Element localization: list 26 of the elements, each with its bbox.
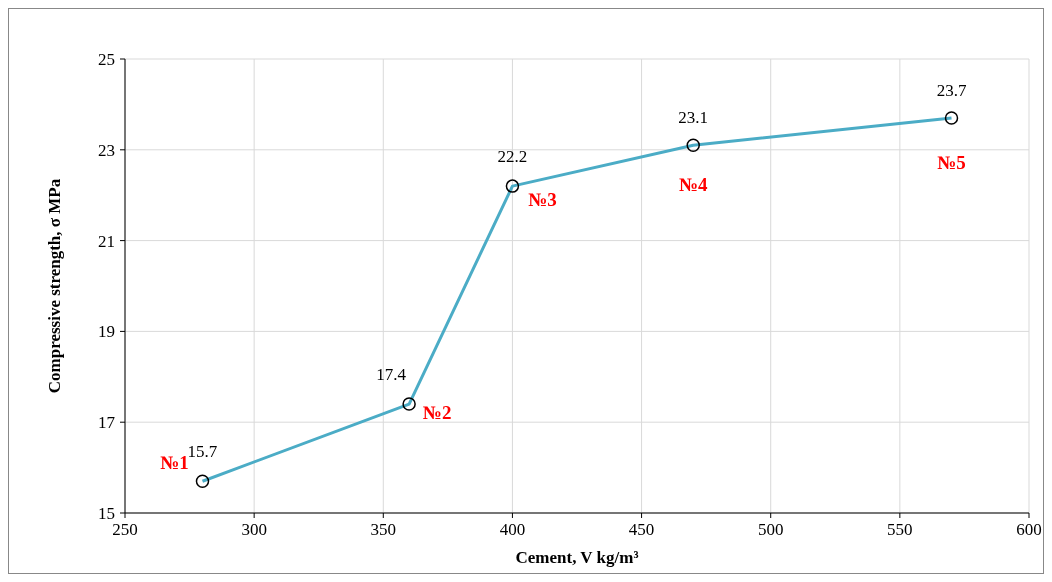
annotation: №4 — [678, 174, 709, 196]
y-tick-label: 21 — [98, 231, 115, 251]
data-label: 15.7 — [187, 442, 218, 462]
y-tick-label: 25 — [98, 50, 115, 69]
x-tick-label: 400 — [499, 520, 526, 539]
y-tick-label: 23 — [98, 140, 115, 160]
x-tick-label: 600 — [1016, 520, 1042, 539]
annotation: №3 — [528, 189, 557, 211]
x-tick-label: 500 — [757, 520, 784, 539]
annotation: №5 — [937, 152, 966, 174]
x-tick-label: 300 — [241, 520, 267, 539]
data-label: 23.7 — [936, 81, 967, 101]
annotation: №2 — [422, 402, 452, 424]
y-tick-label: 17 — [98, 413, 116, 433]
y-tick-label: 15 — [98, 504, 115, 523]
y-tick-label: 19 — [98, 322, 115, 342]
annotation: №1 — [160, 452, 189, 474]
data-label: 22.2 — [497, 147, 528, 167]
y-axis-title: Compressive strength, σ MPa — [45, 178, 64, 394]
x-tick-label: 350 — [370, 520, 397, 539]
x-tick-label: 250 — [112, 520, 138, 539]
x-tick-label: 450 — [628, 520, 655, 539]
data-label: 17.4 — [376, 365, 407, 385]
data-label: 23.1 — [678, 108, 709, 128]
x-tick-label: 550 — [887, 520, 913, 539]
x-axis-title: Cement, V kg/m³ — [515, 548, 639, 567]
